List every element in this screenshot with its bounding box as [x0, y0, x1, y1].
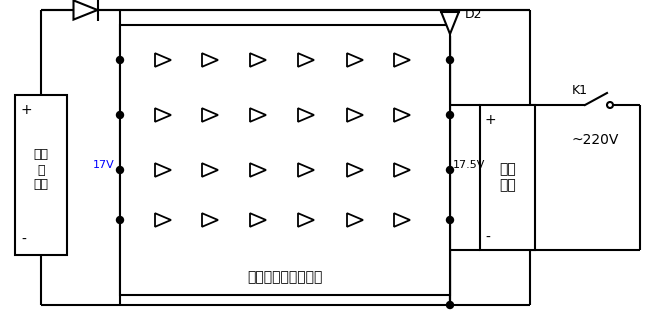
Text: 稳压
电源: 稳压 电源 — [499, 162, 516, 193]
Polygon shape — [202, 163, 218, 177]
Polygon shape — [394, 53, 410, 67]
Polygon shape — [202, 108, 218, 122]
Polygon shape — [202, 213, 218, 227]
Bar — [15, 95, 67, 255]
Text: +: + — [485, 113, 497, 127]
Circle shape — [607, 102, 613, 108]
Polygon shape — [347, 108, 363, 122]
Polygon shape — [155, 53, 171, 67]
Circle shape — [447, 302, 454, 309]
Polygon shape — [155, 108, 171, 122]
Polygon shape — [347, 213, 363, 227]
Polygon shape — [155, 163, 171, 177]
Text: 高亮度发光二极管组: 高亮度发光二极管组 — [247, 270, 322, 284]
Polygon shape — [298, 163, 314, 177]
Circle shape — [116, 57, 124, 64]
Circle shape — [447, 216, 454, 223]
Text: -: - — [485, 231, 490, 245]
Text: 17.5V: 17.5V — [453, 160, 486, 170]
Polygon shape — [347, 163, 363, 177]
Polygon shape — [250, 53, 266, 67]
Polygon shape — [155, 213, 171, 227]
Text: +: + — [21, 103, 32, 117]
Circle shape — [447, 57, 454, 64]
Polygon shape — [202, 53, 218, 67]
Polygon shape — [250, 108, 266, 122]
Polygon shape — [250, 163, 266, 177]
Polygon shape — [73, 0, 98, 20]
Bar — [120, 25, 450, 295]
Text: K1: K1 — [572, 83, 588, 96]
Text: D1: D1 — [77, 0, 94, 1]
Text: ~220V: ~220V — [571, 133, 619, 147]
Polygon shape — [394, 213, 410, 227]
Polygon shape — [298, 53, 314, 67]
Circle shape — [447, 166, 454, 174]
Polygon shape — [347, 53, 363, 67]
Polygon shape — [394, 108, 410, 122]
Polygon shape — [394, 163, 410, 177]
Text: 太阳
能
电池: 太阳 能 电池 — [34, 148, 49, 192]
Circle shape — [116, 166, 124, 174]
Text: 17V: 17V — [93, 160, 115, 170]
Polygon shape — [250, 213, 266, 227]
Circle shape — [116, 216, 124, 223]
Polygon shape — [298, 108, 314, 122]
Text: D2: D2 — [465, 8, 482, 21]
Polygon shape — [298, 213, 314, 227]
Polygon shape — [441, 12, 459, 34]
Circle shape — [116, 112, 124, 119]
Circle shape — [447, 112, 454, 119]
Text: -: - — [21, 233, 26, 247]
Bar — [480, 105, 535, 250]
